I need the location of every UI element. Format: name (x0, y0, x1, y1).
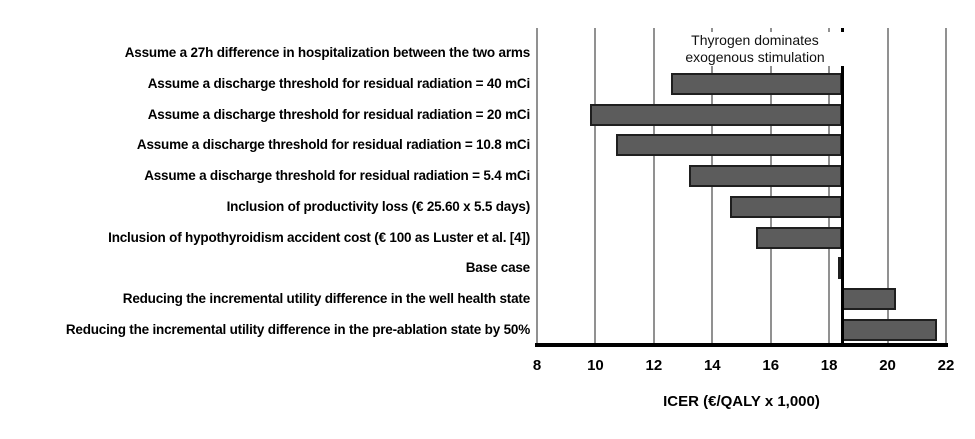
bar (671, 73, 843, 96)
bar (842, 318, 938, 341)
dominance-annotation-line1: Thyrogen dominates (691, 32, 819, 48)
bar (589, 103, 843, 126)
x-tick-label: 22 (937, 357, 955, 374)
bar (729, 195, 843, 218)
category-label: Assume a discharge threshold for residua… (136, 137, 530, 153)
gridline (945, 28, 947, 345)
x-tick-label: 20 (879, 357, 896, 374)
category-label: Assume a 27h difference in hospitalizati… (124, 45, 530, 61)
gridline (652, 28, 655, 345)
x-axis-title: ICER (€/QALY x 1,000) (663, 393, 820, 410)
category-label: Assume a discharge threshold for residua… (147, 76, 530, 92)
bar (842, 287, 897, 310)
category-label: Inclusion of hypothyroidism accident cos… (108, 229, 530, 245)
gridline (594, 28, 597, 345)
category-label: Reducing the incremental utility differe… (122, 290, 530, 306)
x-tick-label: 8 (532, 357, 542, 374)
gridline (536, 28, 538, 345)
x-axis-line (535, 343, 948, 347)
dominance-annotation: Thyrogen dominates exogenous stimulation (660, 32, 850, 66)
category-label: Assume a discharge threshold for residua… (147, 106, 530, 122)
dominance-annotation-line2: exogenous stimulation (685, 49, 825, 65)
category-label: Reducing the incremental utility differe… (65, 321, 530, 337)
x-tick-label: 10 (587, 357, 604, 374)
x-tick-label: 14 (703, 357, 721, 374)
category-label: Inclusion of productivity loss (€ 25.60 … (226, 198, 531, 214)
x-tick-label: 16 (762, 357, 780, 374)
category-label: Assume a discharge threshold for residua… (144, 168, 530, 184)
x-tick-label: 12 (645, 357, 663, 374)
category-label: Base case (465, 260, 530, 276)
bar (688, 165, 843, 188)
x-tick-label: 18 (820, 357, 838, 374)
base-case-line (840, 28, 844, 345)
gridline (886, 28, 889, 345)
bar (615, 134, 843, 157)
bar (756, 226, 843, 249)
